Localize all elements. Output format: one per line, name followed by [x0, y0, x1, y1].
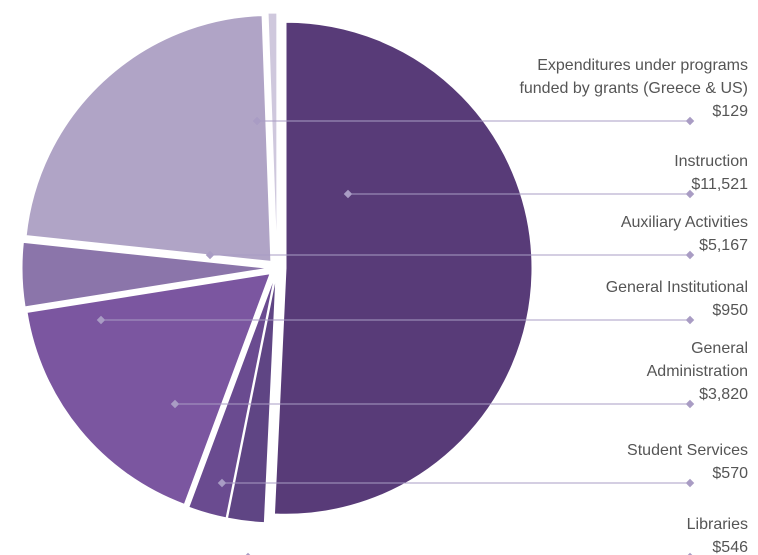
leader-dot	[685, 250, 695, 260]
leader-dot	[685, 315, 695, 325]
category-label: Libraries	[687, 516, 748, 533]
value-label: $129	[712, 103, 748, 120]
category-label: Expenditures under programs funded by gra…	[519, 57, 748, 97]
value-label: $3,820	[699, 386, 748, 403]
pie	[21, 12, 533, 524]
pie-slice	[26, 273, 271, 505]
value-label: $5,167	[699, 237, 748, 254]
leader-dot	[343, 189, 353, 199]
value-label: $950	[712, 302, 748, 319]
leader-dot	[252, 116, 262, 126]
value-label: $570	[712, 465, 748, 482]
value-label: $546	[712, 539, 748, 555]
leader-dot	[685, 478, 695, 488]
leader-dot	[685, 399, 695, 409]
pie-slice	[273, 21, 533, 515]
pie-slice	[267, 12, 278, 260]
pie-slice	[25, 15, 272, 262]
leader-dot	[170, 399, 180, 409]
category-label: General Administration	[647, 340, 748, 380]
leader-dot	[205, 250, 215, 260]
pie-slice	[226, 276, 277, 524]
category-label: General Institutional	[606, 279, 748, 296]
pie-slice	[21, 241, 269, 308]
leader-dot	[96, 315, 106, 325]
leader-dot	[217, 478, 227, 488]
pie-slice	[188, 276, 276, 519]
category-label: Student Services	[627, 442, 748, 459]
category-label: Instruction	[674, 153, 748, 170]
value-label: $11,521	[691, 176, 748, 193]
category-label: Auxiliary Activities	[621, 214, 748, 231]
leader-dot	[685, 116, 695, 126]
